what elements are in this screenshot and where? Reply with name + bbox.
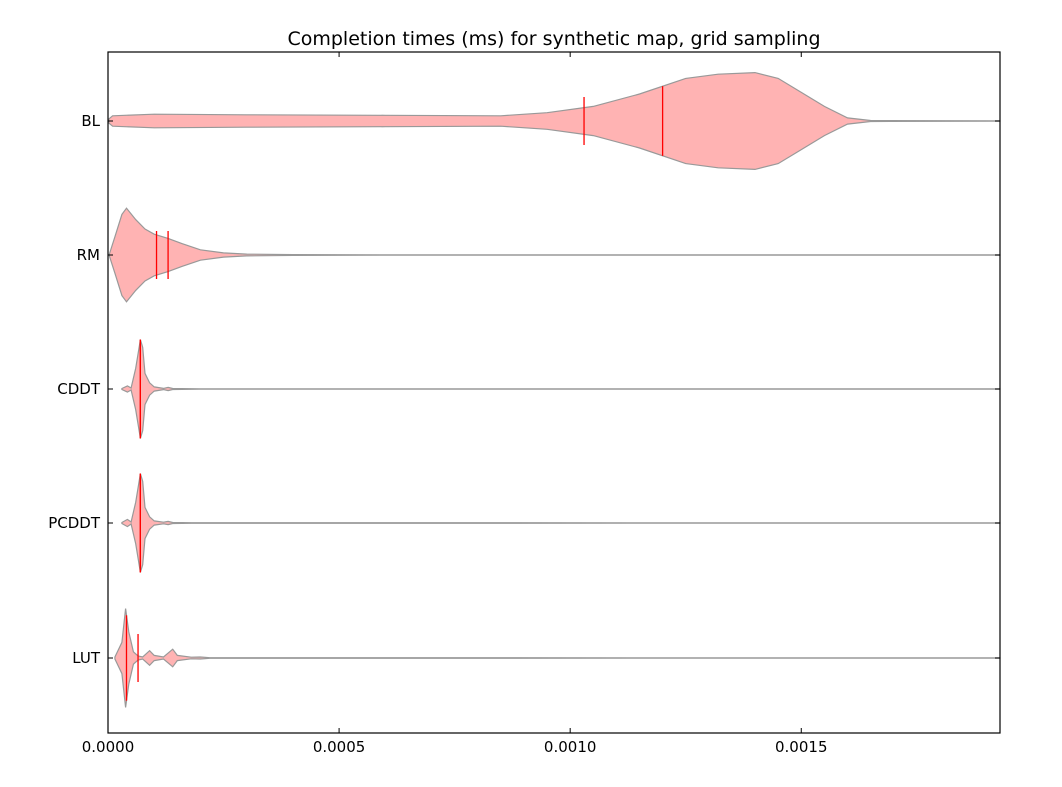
x-tick-label-2: 0.0010 bbox=[544, 738, 597, 756]
x-tick-label-3: 0.0015 bbox=[775, 738, 828, 756]
y-axis-ticks: BL RM CDDT PCDDT LUT bbox=[48, 112, 1000, 667]
chart-title: Completion times (ms) for synthetic map,… bbox=[287, 28, 820, 50]
markers-layer bbox=[125, 86, 664, 701]
y-tick-label-pcddt: PCDDT bbox=[48, 514, 101, 532]
y-tick-label-bl: BL bbox=[81, 112, 100, 130]
y-tick-label-cddt: CDDT bbox=[57, 380, 101, 398]
x-axis-ticks: 0.0000 0.0005 0.0010 0.0015 bbox=[82, 52, 828, 756]
y-tick-label-rm: RM bbox=[77, 246, 100, 264]
plot-frame bbox=[107, 51, 1001, 734]
x-tick-label-0: 0.0000 bbox=[82, 738, 135, 756]
y-tick-label-lut: LUT bbox=[72, 649, 101, 667]
violins-layer bbox=[108, 71, 1001, 708]
x-tick-label-1: 0.0005 bbox=[313, 738, 366, 756]
